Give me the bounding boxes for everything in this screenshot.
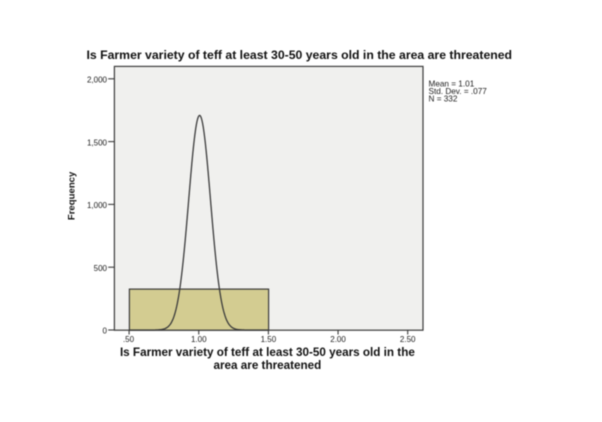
svg-text:0: 0 (103, 327, 108, 336)
svg-text:area are threatened: area are threatened (213, 359, 321, 372)
svg-text:Frequency: Frequency (67, 171, 78, 220)
svg-text:1.50: 1.50 (261, 335, 277, 344)
svg-text:Std. Dev. = .077: Std. Dev. = .077 (429, 87, 488, 96)
svg-text:2,000: 2,000 (87, 76, 108, 85)
svg-text:Is Farmer variety of teff at l: Is Farmer variety of teff at least 30-50… (120, 346, 415, 359)
svg-text:N = 332: N = 332 (429, 94, 458, 103)
svg-text:1.00: 1.00 (191, 335, 207, 344)
svg-text:1,500: 1,500 (87, 138, 108, 147)
svg-text:.50: .50 (123, 335, 135, 344)
svg-text:500: 500 (94, 264, 108, 273)
svg-text:Mean = 1.01: Mean = 1.01 (429, 80, 475, 89)
svg-text:1,000: 1,000 (87, 201, 108, 210)
svg-text:2.00: 2.00 (330, 335, 346, 344)
svg-text:2.50: 2.50 (400, 335, 416, 344)
svg-text:Is Farmer variety of teff at l: Is Farmer variety of teff at least 30-50… (87, 48, 513, 62)
